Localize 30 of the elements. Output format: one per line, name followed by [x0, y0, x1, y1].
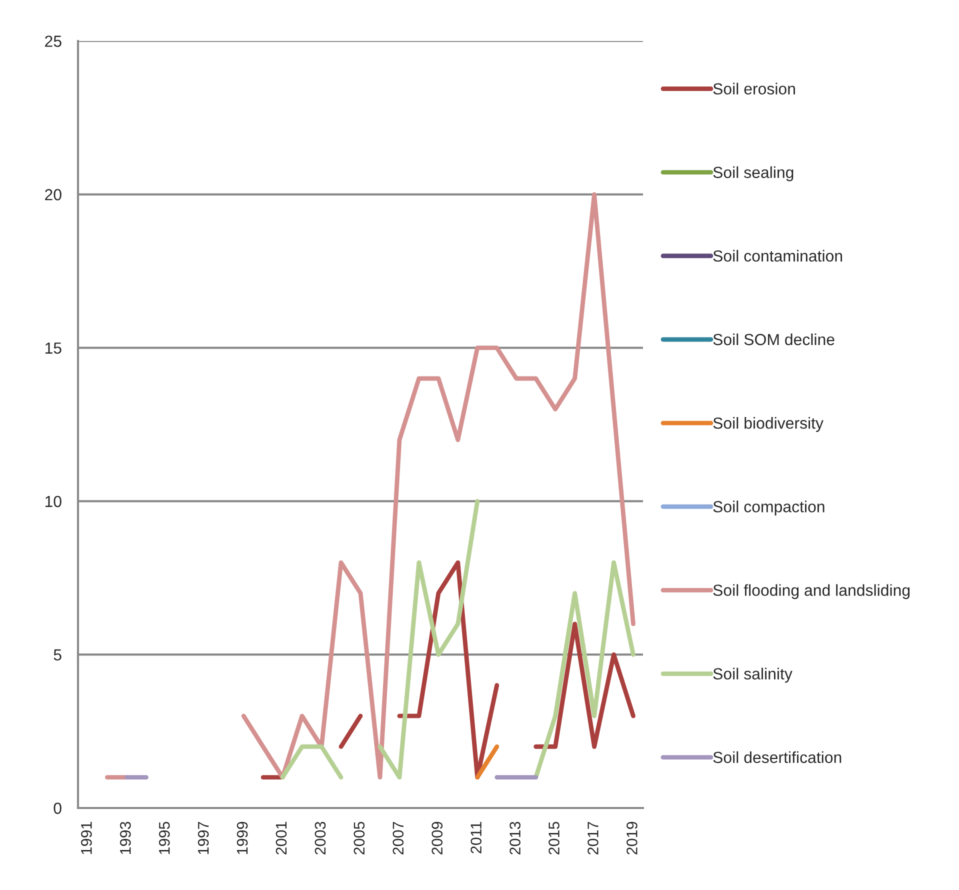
x-tick-label: 2001: [276, 822, 287, 854]
x-tick-label: 2019: [626, 822, 638, 854]
x-tick-label: 2005: [354, 822, 365, 854]
legend-label: Soil compaction: [713, 500, 824, 516]
y-tick-label: 10: [45, 496, 62, 508]
x-tick-label: 1995: [158, 822, 170, 854]
legend-label: Soil SOM decline: [713, 333, 834, 346]
y-tick-label: 15: [45, 342, 62, 354]
x-tick-label: 1993: [120, 822, 131, 854]
legend-label: Soil sealing: [713, 166, 794, 182]
x-tick-label: 1997: [198, 822, 209, 854]
x-tick-label: 2011: [470, 822, 482, 854]
x-tick-label: 2003: [314, 822, 326, 854]
legend-label: Soil desertification: [713, 751, 842, 764]
legend-label: Soil contamination: [713, 250, 842, 262]
y-tick-label: 25: [45, 36, 62, 47]
x-tick-label: 1999: [236, 822, 248, 854]
y-tick-label: 0: [54, 802, 62, 814]
x-tick-label: 2009: [432, 822, 443, 854]
x-tick-label: 2015: [548, 822, 560, 854]
y-tick-label: 20: [45, 189, 62, 200]
x-tick-label: 2013: [510, 822, 520, 854]
legend-label: Soil biodiversity: [713, 417, 824, 432]
y-tick-label: 5: [54, 649, 62, 661]
legend-label: Soil flooding and landsliding: [713, 584, 910, 600]
legend-label: Soil erosion: [713, 82, 795, 95]
x-tick-label: 2017: [588, 822, 598, 854]
x-tick-label: 2007: [392, 822, 404, 854]
x-tick-label: 1991: [81, 822, 92, 854]
legend-label: Soil salinity: [713, 668, 792, 683]
